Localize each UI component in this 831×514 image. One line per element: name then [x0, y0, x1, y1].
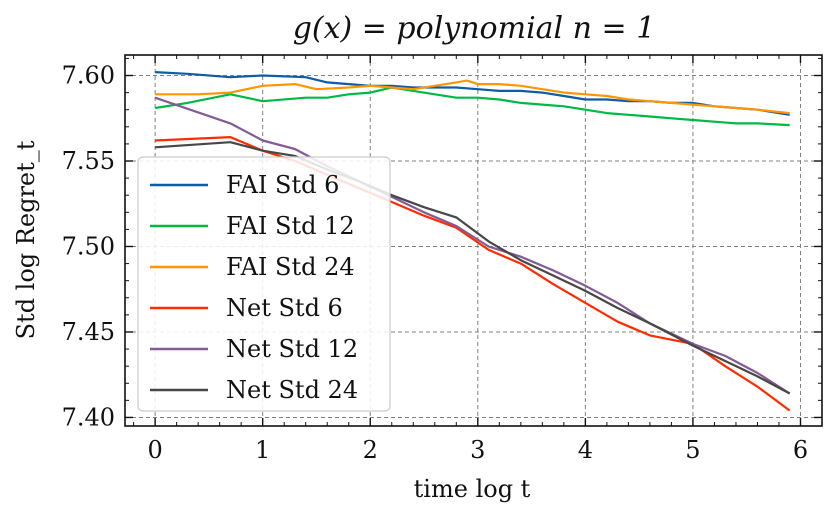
y-axis-label: Std log Regret_t: [12, 140, 40, 339]
x-tick-label: 4: [578, 436, 593, 464]
y-tick-label: 7.60: [62, 62, 115, 90]
tick-labels: 0 1 2 3 4 5 6 7.40 7.45 7.50 7.55 7.60: [62, 62, 809, 464]
x-tick-label: 2: [363, 436, 378, 464]
legend-label: Net Std 6: [226, 294, 343, 322]
legend-label: Net Std 12: [226, 335, 358, 363]
chart-title: g(x) = polynomial n = 1: [293, 11, 656, 46]
chart-title-text: g(x) = polynomial n = 1: [293, 11, 656, 46]
series-line-net-std-24: [155, 141, 791, 395]
legend: FAI Std 6 FAI Std 12 FAI Std 24 Net Std 6 Ne…: [137, 156, 391, 412]
y-tick-label: 7.55: [62, 147, 115, 175]
legend-label: FAI Std 6: [226, 171, 339, 199]
series-line-fai-std-24: [155, 79, 790, 115]
x-axis-label: time log t: [414, 475, 531, 503]
x-tick-label: 0: [147, 436, 162, 464]
axis-ticks: [125, 55, 822, 426]
series-line-fai-std-12: [154, 86, 790, 127]
series-line-fai-std-6: [155, 71, 790, 116]
series-lines: [154, 71, 791, 412]
legend-label: FAI Std 24: [226, 253, 355, 281]
legend-label: Net Std 24: [226, 376, 358, 404]
x-tick-label: 6: [793, 436, 808, 464]
plot-frame: [124, 54, 823, 427]
x-tick-label: 3: [470, 436, 485, 464]
y-tick-label: 7.40: [62, 403, 115, 431]
legend-box: [137, 156, 391, 412]
x-tick-label: 1: [255, 436, 270, 464]
x-tick-label: 5: [685, 436, 700, 464]
y-tick-label: 7.50: [62, 232, 115, 260]
series-line-net-std-12: [154, 96, 791, 395]
legend-label: FAI Std 12: [226, 212, 355, 240]
y-tick-label: 7.45: [62, 318, 115, 346]
